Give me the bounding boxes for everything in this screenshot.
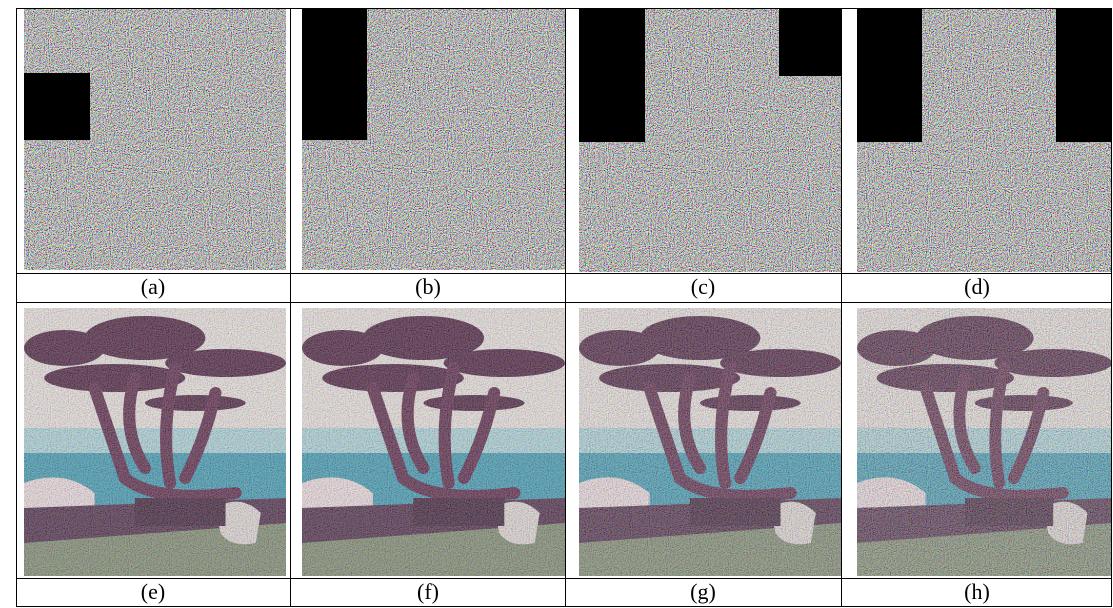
panel-label: (f) [417, 579, 439, 604]
figure: (a) (b) (c) (d) (e) (f) (g) (h) [0, 0, 1113, 608]
noise-image-d [857, 8, 1112, 272]
panel-label: (e) [141, 579, 165, 604]
tree-image-f [302, 308, 565, 576]
panel-label: (b) [415, 274, 441, 299]
tree-image-h [857, 308, 1112, 576]
panel-label: (h) [964, 579, 990, 604]
noise-image-a [24, 8, 286, 270]
tree-image-g [579, 308, 841, 576]
panel-label: (g) [690, 579, 716, 604]
panel-label: (a) [141, 274, 165, 299]
panel-label: (c) [691, 274, 715, 299]
noise-image-c [579, 8, 841, 272]
noise-image-b [302, 8, 565, 270]
panel-label: (d) [964, 274, 990, 299]
tree-image-e [24, 308, 286, 576]
